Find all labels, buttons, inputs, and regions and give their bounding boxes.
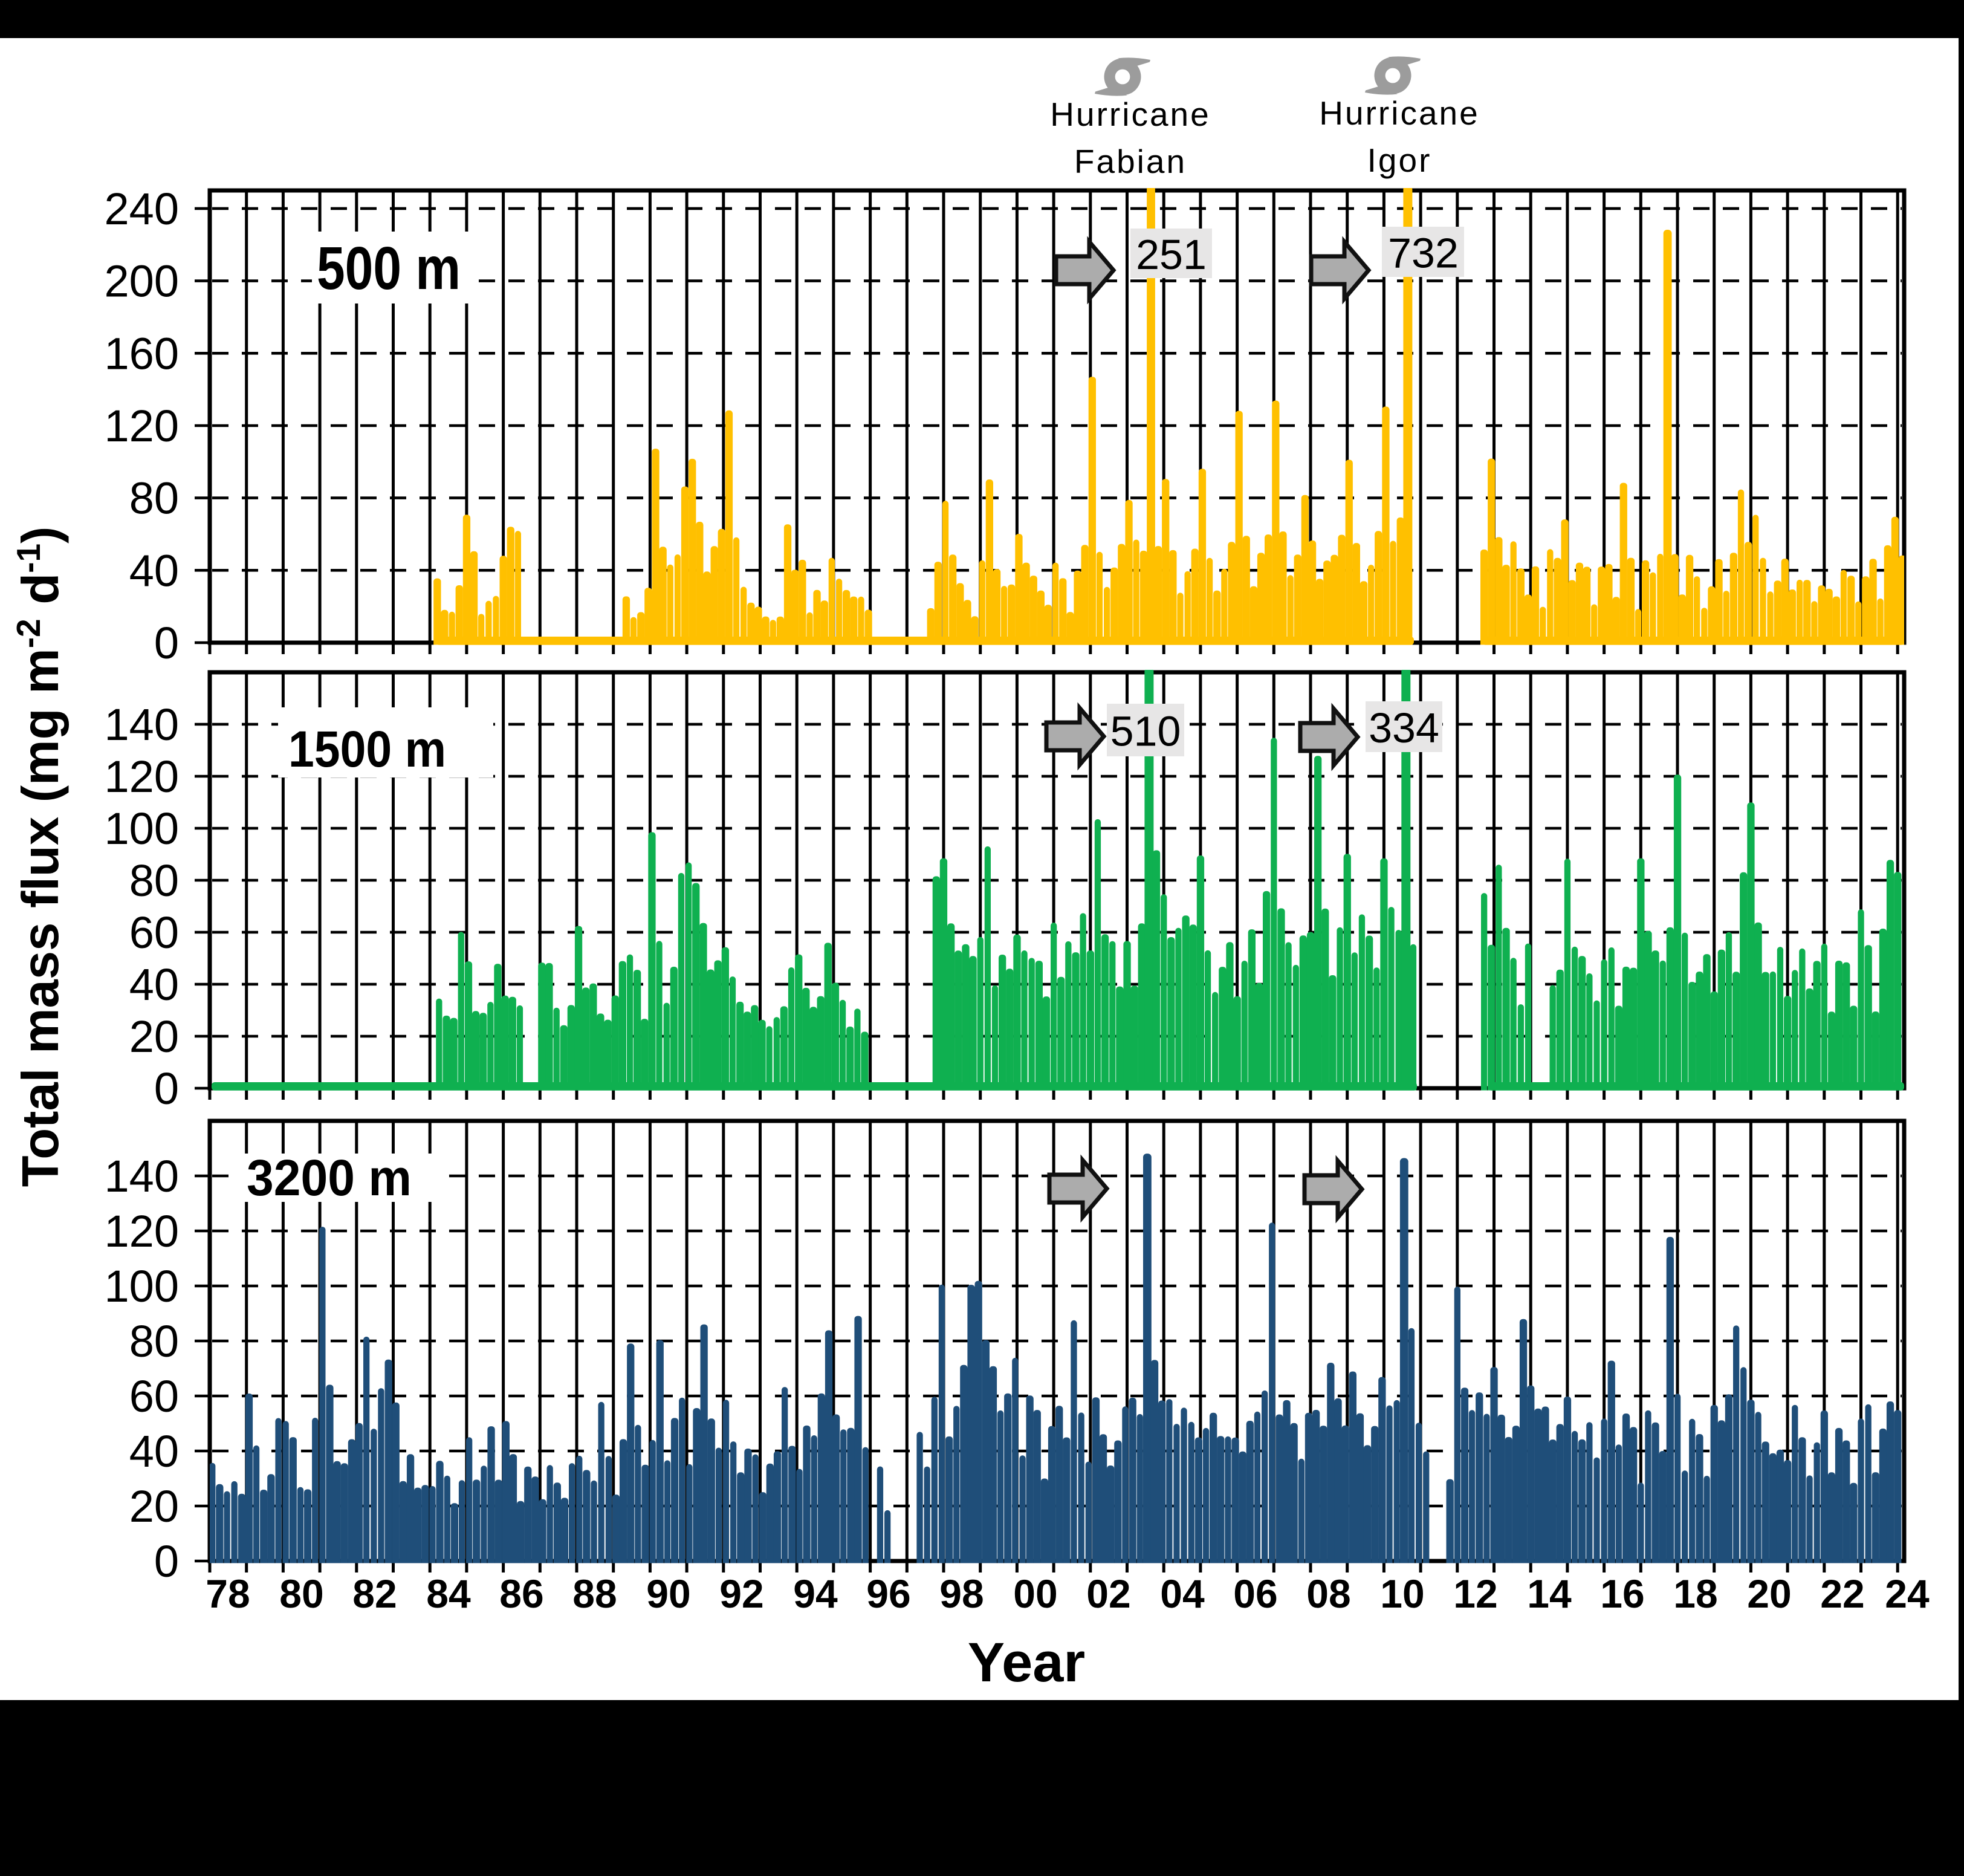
svg-text:98: 98 <box>939 1571 984 1616</box>
svg-text:120: 120 <box>105 1206 179 1256</box>
svg-text:80: 80 <box>279 1571 323 1616</box>
svg-text:Fabian: Fabian <box>1074 143 1187 180</box>
svg-text:251: 251 <box>1136 231 1207 278</box>
svg-text:06: 06 <box>1233 1571 1277 1616</box>
svg-text:82: 82 <box>352 1571 397 1616</box>
svg-text:100: 100 <box>105 803 179 854</box>
svg-text:80: 80 <box>129 1316 179 1366</box>
svg-text:Igor: Igor <box>1367 141 1432 179</box>
svg-text:60: 60 <box>129 1371 179 1421</box>
svg-text:96: 96 <box>866 1571 910 1616</box>
svg-text:200: 200 <box>105 256 179 307</box>
svg-text:334: 334 <box>1369 704 1439 751</box>
svg-text:40: 40 <box>129 545 179 596</box>
svg-text:24: 24 <box>1885 1571 1930 1616</box>
svg-text:Year: Year <box>968 1632 1085 1693</box>
svg-text:140: 140 <box>105 1151 179 1201</box>
svg-text:88: 88 <box>572 1571 617 1616</box>
svg-text:0: 0 <box>154 1536 179 1586</box>
svg-text:00: 00 <box>1013 1571 1057 1616</box>
svg-text:120: 120 <box>105 751 179 802</box>
svg-text:0: 0 <box>154 1063 179 1114</box>
svg-text:100: 100 <box>105 1261 179 1311</box>
svg-text:140: 140 <box>105 699 179 750</box>
svg-text:22: 22 <box>1820 1571 1864 1616</box>
svg-text:78: 78 <box>206 1571 250 1616</box>
svg-text:40: 40 <box>129 1426 179 1476</box>
svg-text:3200 m: 3200 m <box>247 1149 412 1206</box>
svg-text:80: 80 <box>129 473 179 524</box>
svg-text:20: 20 <box>1747 1571 1791 1616</box>
svg-text:20: 20 <box>129 1481 179 1531</box>
svg-text:86: 86 <box>499 1571 543 1616</box>
svg-text:0: 0 <box>154 618 179 668</box>
svg-text:160: 160 <box>105 328 179 378</box>
svg-text:18: 18 <box>1673 1571 1717 1616</box>
svg-text:14: 14 <box>1527 1571 1572 1616</box>
svg-text:12: 12 <box>1453 1571 1497 1616</box>
svg-text:Hurricane: Hurricane <box>1319 94 1479 132</box>
svg-text:40: 40 <box>129 959 179 1010</box>
svg-text:510: 510 <box>1110 708 1181 755</box>
svg-text:92: 92 <box>719 1571 763 1616</box>
svg-text:240: 240 <box>105 184 179 234</box>
svg-text:08: 08 <box>1306 1571 1350 1616</box>
svg-text:04: 04 <box>1160 1571 1205 1616</box>
svg-text:10: 10 <box>1380 1571 1424 1616</box>
svg-text:Hurricane: Hurricane <box>1050 96 1210 133</box>
svg-text:02: 02 <box>1086 1571 1130 1616</box>
svg-text:94: 94 <box>793 1571 838 1616</box>
svg-text:60: 60 <box>129 907 179 958</box>
svg-text:120: 120 <box>105 401 179 451</box>
svg-text:1500 m: 1500 m <box>288 721 446 777</box>
svg-text:80: 80 <box>129 855 179 906</box>
svg-text:732: 732 <box>1388 230 1459 277</box>
svg-text:16: 16 <box>1600 1571 1644 1616</box>
svg-text:90: 90 <box>646 1571 690 1616</box>
svg-text:500 m: 500 m <box>317 235 461 302</box>
svg-text:20: 20 <box>129 1011 179 1062</box>
svg-text:84: 84 <box>426 1571 471 1616</box>
